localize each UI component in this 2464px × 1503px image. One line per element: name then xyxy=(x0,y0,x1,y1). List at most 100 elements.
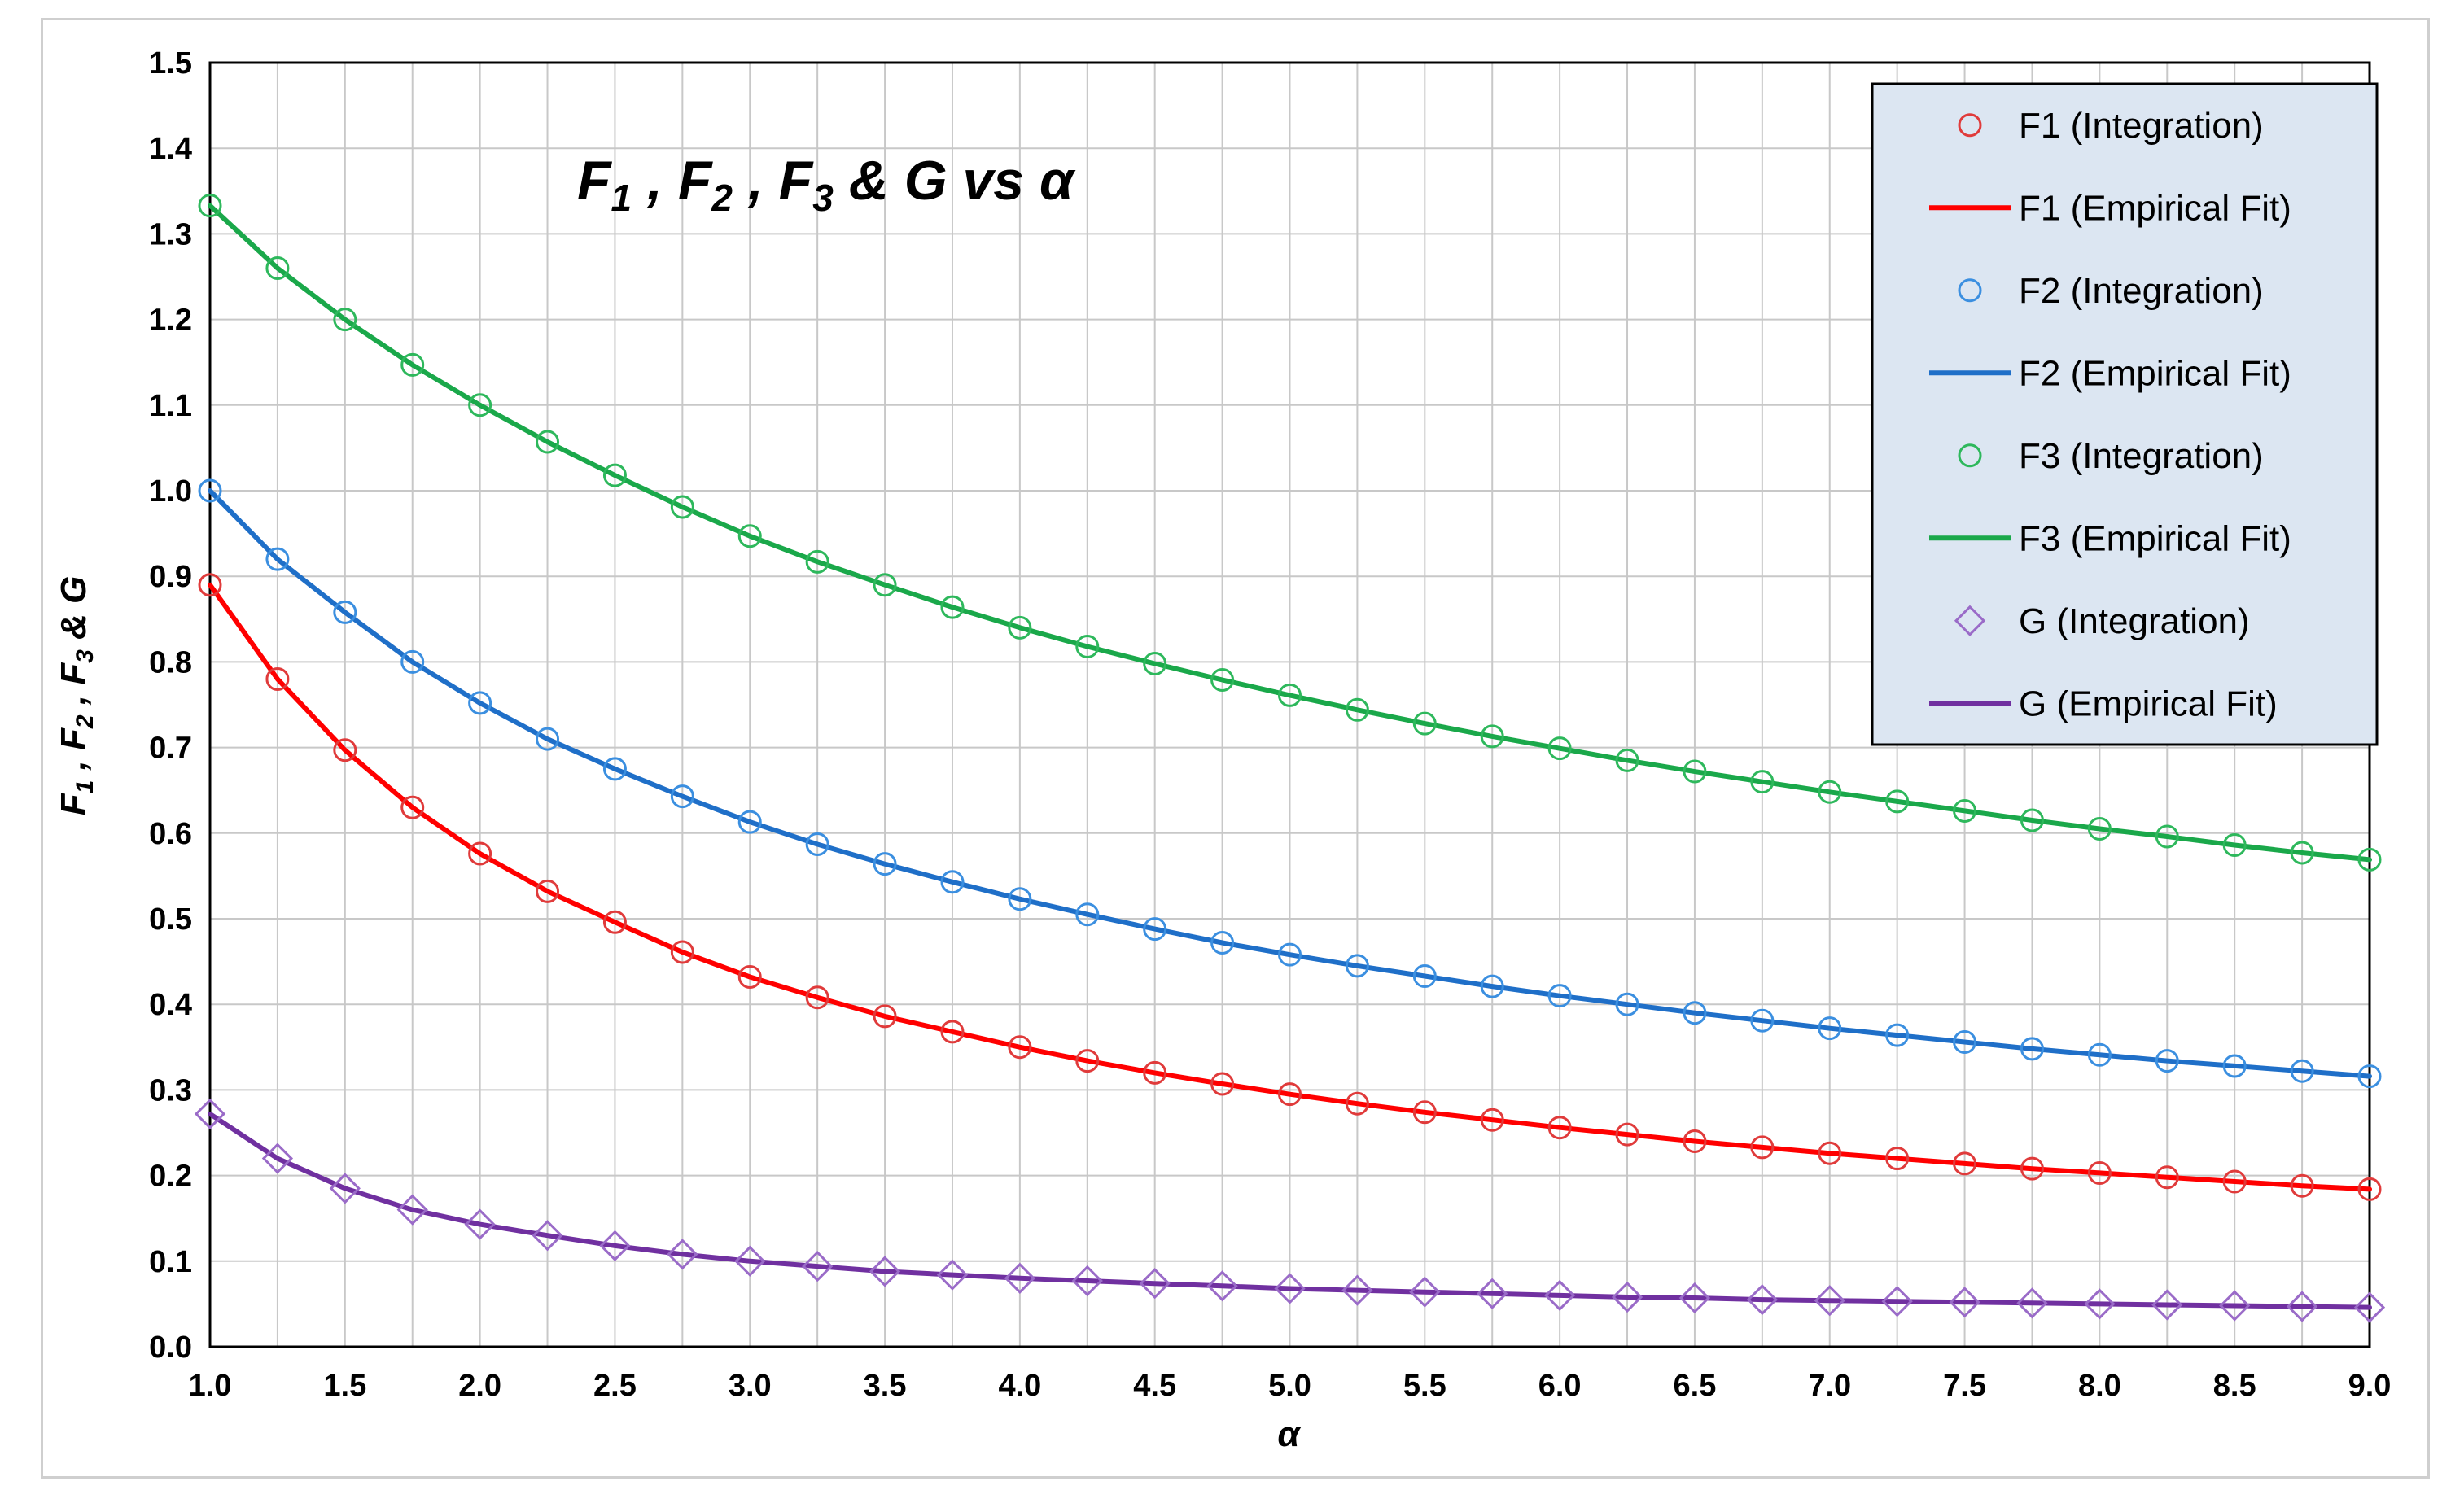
x-tick-label: 4.0 xyxy=(998,1369,1041,1403)
data-point xyxy=(2357,847,2382,872)
data-point xyxy=(2357,1064,2382,1089)
data-point xyxy=(1953,1029,1977,1054)
x-tick-label: 7.5 xyxy=(1943,1369,1986,1403)
chart-title-f2-subscript: 2 xyxy=(711,177,733,219)
data-point xyxy=(400,649,425,674)
chart-title-f3: F xyxy=(779,150,814,212)
legend-label: F3 (Empirical Fit) xyxy=(2019,518,2291,558)
y-tick-label: 0.3 xyxy=(149,1073,192,1108)
data-point xyxy=(940,1020,965,1044)
data-point xyxy=(2222,1054,2247,1078)
data-point xyxy=(400,352,425,377)
chart-svg: 1.0 1.5 2.0 2.5 3.0 3.5 4.0 4.5 5.0 5.5 6.0 6.5 7.0 7… xyxy=(54,46,2392,1454)
data-point xyxy=(1206,1270,1238,1302)
data-point xyxy=(1008,1035,1032,1060)
data-point xyxy=(1818,780,1842,804)
data-point xyxy=(333,600,357,624)
y-tick-label: 0.7 xyxy=(149,732,192,766)
data-point xyxy=(198,194,222,218)
data-point xyxy=(2151,1289,2183,1321)
series-markers xyxy=(194,1098,2386,1323)
data-point xyxy=(1075,634,1100,658)
data-point xyxy=(1949,1287,1980,1318)
y-axis-title-f3: F xyxy=(54,662,94,685)
data-point xyxy=(198,573,222,597)
y-tick-label: 1.2 xyxy=(149,304,192,338)
data-point xyxy=(2290,1059,2314,1083)
data-point xyxy=(1071,1265,1103,1297)
data-point xyxy=(1075,902,1100,927)
data-point xyxy=(1008,887,1032,911)
data-point xyxy=(1615,748,1639,772)
y-tick-label: 0.2 xyxy=(149,1160,192,1194)
y-tick-label: 0.9 xyxy=(149,560,192,594)
x-axis-title: α xyxy=(1277,1414,1301,1454)
legend-label: F1 (Integration) xyxy=(2019,106,2264,146)
data-point xyxy=(940,870,965,894)
data-point xyxy=(536,727,560,751)
series-markers xyxy=(198,194,2382,872)
chart-title-separator-1: , xyxy=(632,150,678,212)
data-point xyxy=(1814,1285,1845,1317)
data-point xyxy=(2155,1165,2179,1190)
data-point xyxy=(936,1259,969,1291)
data-point xyxy=(2353,1291,2386,1323)
data-point xyxy=(1750,770,1775,794)
x-tick-label: 2.5 xyxy=(593,1369,637,1403)
data-point xyxy=(1818,1141,1842,1165)
data-point xyxy=(1750,1135,1775,1160)
data-point xyxy=(194,1098,226,1129)
data-point xyxy=(1615,1122,1639,1147)
data-point xyxy=(1885,1023,1910,1047)
data-point xyxy=(1412,711,1437,736)
data-point xyxy=(1953,798,1977,823)
y-axis-title-f1-subscript: 1 xyxy=(72,780,98,794)
data-point xyxy=(1412,1100,1437,1125)
data-point xyxy=(1881,1286,1913,1317)
data-point xyxy=(1075,1049,1100,1073)
legend: F1 (Integration) F1 (Empirical Fit) F2 (In… xyxy=(1871,82,2379,746)
data-point xyxy=(873,852,897,876)
data-point xyxy=(805,985,829,1010)
data-point xyxy=(1547,1116,1572,1140)
x-tick-label: 8.5 xyxy=(2213,1369,2256,1403)
data-point xyxy=(468,841,492,866)
data-point xyxy=(805,549,829,574)
legend-marker-swatch xyxy=(1958,443,1982,468)
data-point xyxy=(1210,930,1235,955)
y-axis-title: F1 , F2 , F3 & G xyxy=(54,576,98,816)
data-point xyxy=(1345,697,1369,722)
legend-box xyxy=(1871,82,2379,746)
x-tick-label: 7.0 xyxy=(1808,1369,1851,1403)
x-tick-label: 9.0 xyxy=(2348,1369,2392,1403)
data-point xyxy=(599,1230,631,1261)
data-point xyxy=(2020,1156,2044,1181)
data-point xyxy=(532,1220,563,1252)
data-point xyxy=(2087,817,2112,841)
data-point xyxy=(1341,1274,1373,1306)
data-point xyxy=(737,810,762,834)
y-tick-label: 1.0 xyxy=(149,474,192,509)
y-axis-title-separator-2: , xyxy=(54,685,94,715)
data-point xyxy=(536,879,560,903)
data-point xyxy=(1412,963,1437,988)
chart-title-separator-2: , xyxy=(733,150,779,212)
data-point xyxy=(1547,984,1572,1008)
legend-label: F1 (Empirical Fit) xyxy=(2019,188,2291,228)
data-point xyxy=(1683,1129,1707,1154)
data-point xyxy=(1953,1151,1977,1176)
data-point xyxy=(1477,1278,1508,1309)
data-point xyxy=(1008,615,1032,640)
data-point xyxy=(869,1256,901,1287)
x-tick-label: 1.0 xyxy=(189,1369,232,1403)
data-point xyxy=(1746,1284,1778,1316)
x-tick-label: 5.0 xyxy=(1268,1369,1311,1403)
data-point xyxy=(1278,1082,1302,1107)
data-point xyxy=(1615,992,1639,1016)
data-point xyxy=(1480,1108,1504,1132)
data-point xyxy=(333,308,357,332)
data-point xyxy=(2084,1288,2116,1320)
data-point xyxy=(734,1245,766,1277)
y-tick-label: 0.8 xyxy=(149,645,192,679)
y-axis-title-f2: F xyxy=(54,727,94,750)
